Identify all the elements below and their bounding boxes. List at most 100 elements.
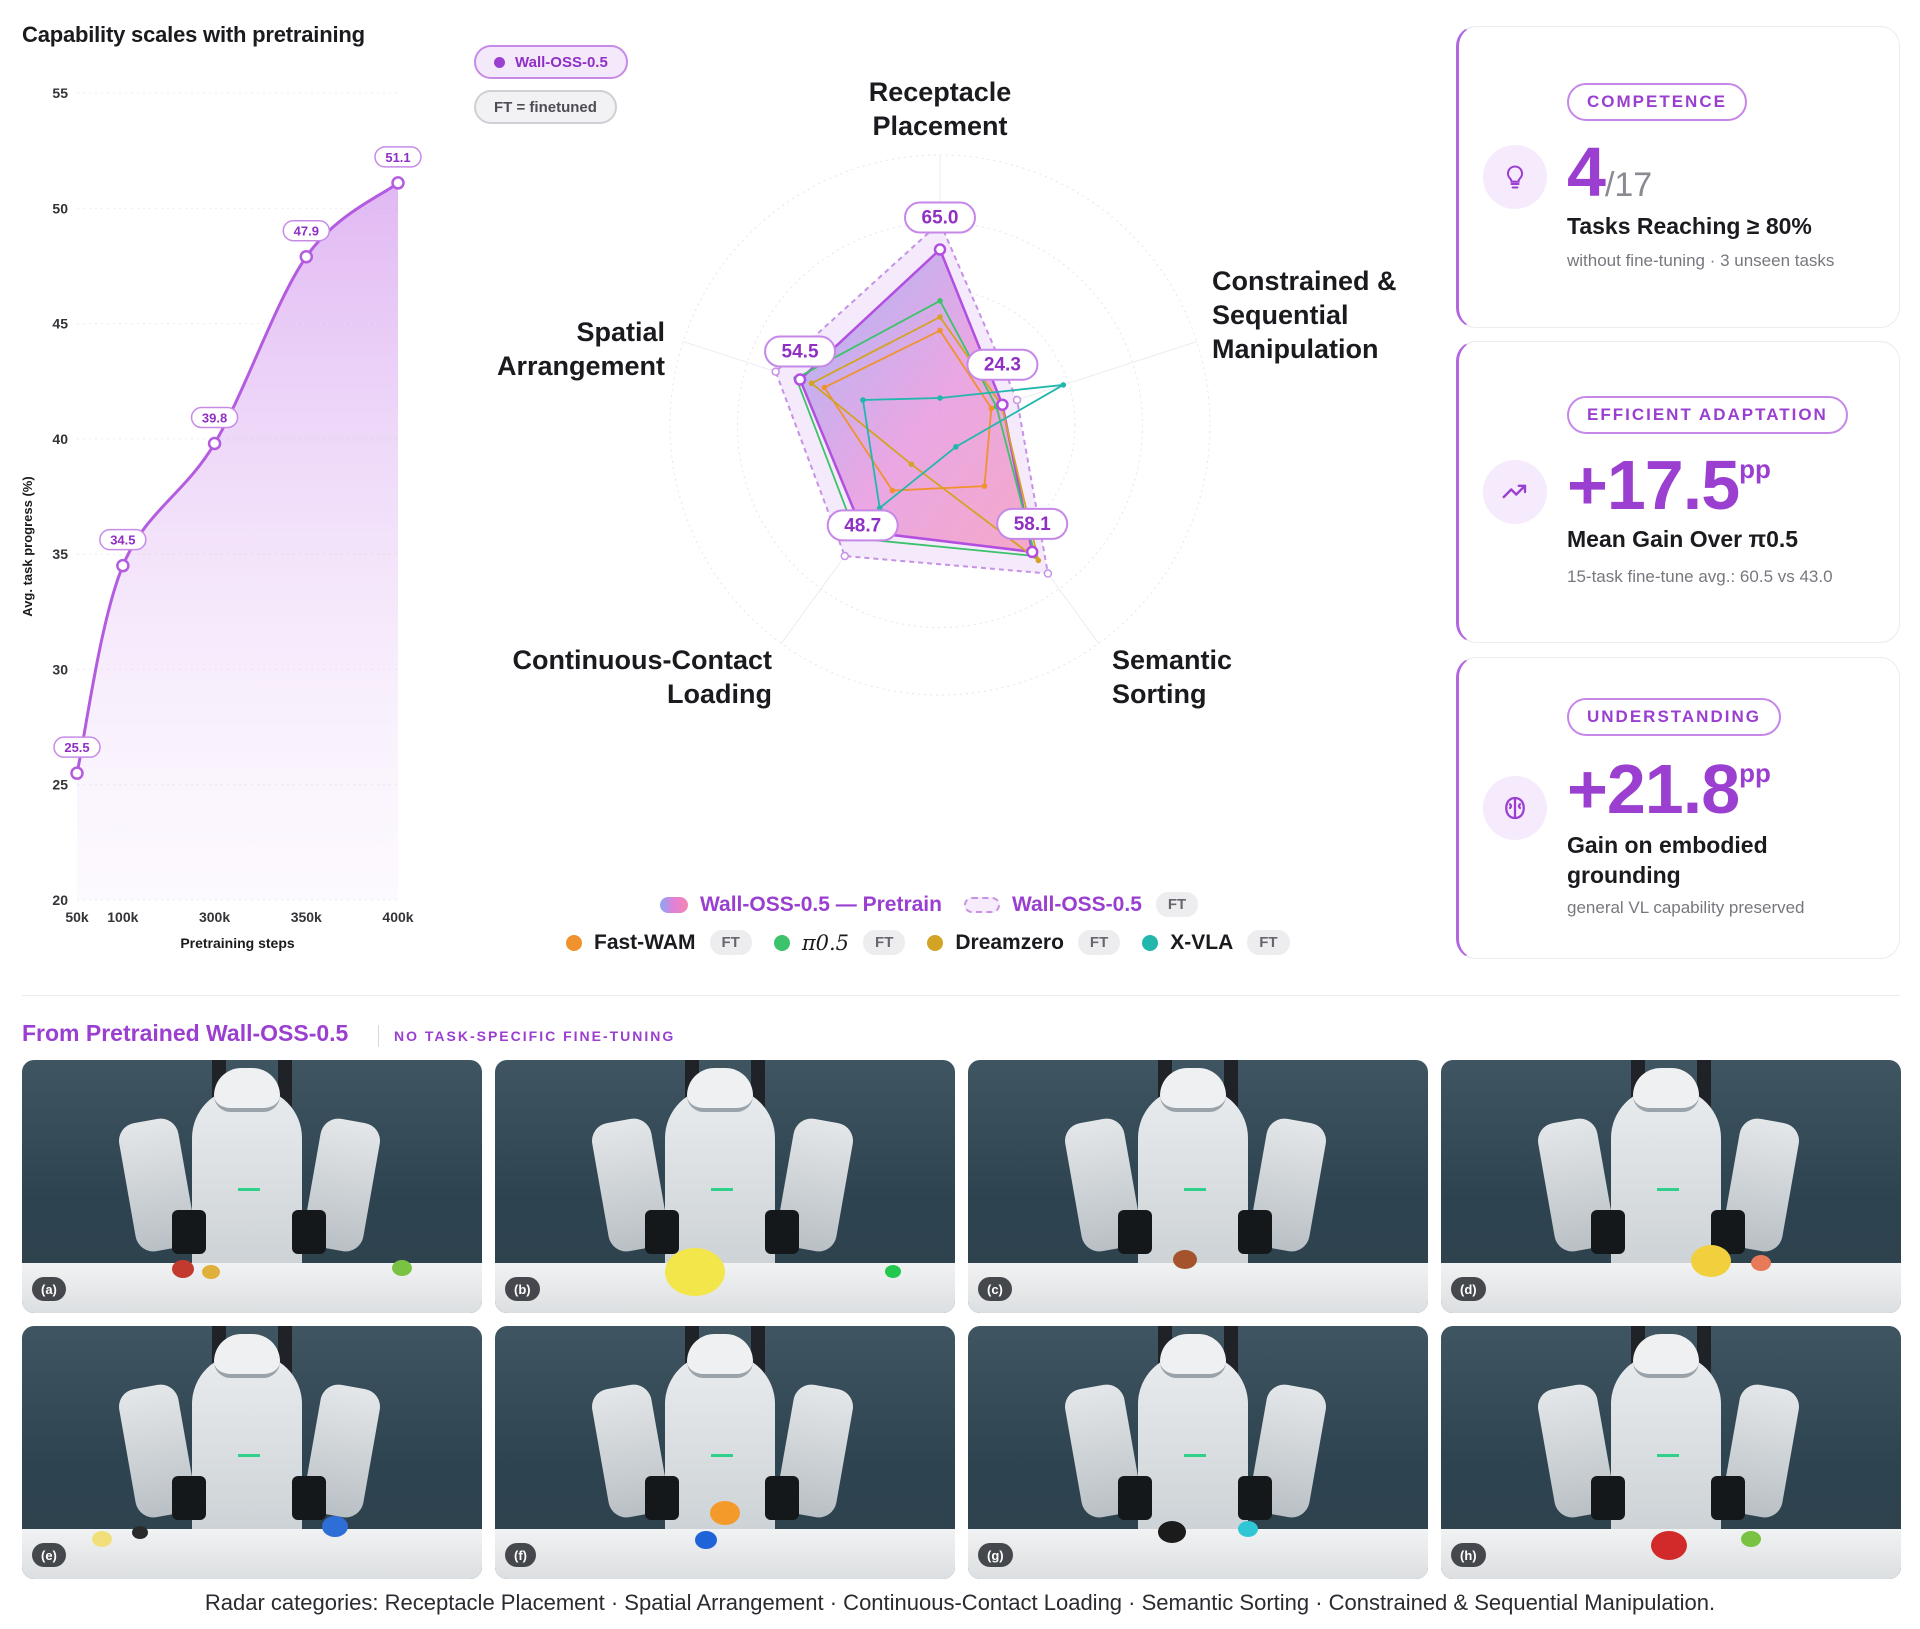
robot-led xyxy=(1184,1454,1206,1457)
task-photo: (g) xyxy=(968,1326,1428,1579)
axis-label: Receptacle Placement xyxy=(869,77,1012,141)
table-object xyxy=(1691,1245,1731,1277)
data-label-box xyxy=(282,219,331,242)
table-object xyxy=(1158,1521,1186,1543)
gripper-left xyxy=(1118,1210,1152,1254)
x-tick-label: 350k xyxy=(291,909,322,925)
series-point xyxy=(793,373,807,386)
table-object xyxy=(1741,1531,1761,1547)
robot-led xyxy=(711,1454,733,1457)
series-point xyxy=(889,487,896,494)
table-object xyxy=(132,1526,148,1539)
robot-head xyxy=(687,1068,753,1112)
table-object xyxy=(392,1260,412,1276)
table-object xyxy=(172,1260,194,1278)
robot-led xyxy=(238,1188,260,1191)
robot-head xyxy=(214,1068,280,1112)
task-photo: (a) xyxy=(22,1060,482,1313)
series-point xyxy=(937,395,943,401)
table-object xyxy=(92,1531,112,1547)
x-tick-label: 400k xyxy=(382,909,413,925)
series-point xyxy=(821,384,828,391)
photo-label: (d) xyxy=(1451,1277,1486,1301)
photo-label: (b) xyxy=(505,1277,540,1301)
task-photo: (f) xyxy=(495,1326,955,1579)
understanding-label: Gain on embodied grounding xyxy=(1567,832,1768,888)
table-object xyxy=(710,1501,740,1525)
green-dot-icon xyxy=(773,934,790,951)
understanding-note: general VL capability preserved xyxy=(1567,898,1805,917)
table-surface xyxy=(22,1263,482,1313)
legend-item-wall-ft: Wall-OSS-0.5 FT xyxy=(963,892,1199,917)
value-label: 65.0 xyxy=(922,208,959,229)
y-tick-label: 45 xyxy=(52,316,68,332)
gold-dot-icon xyxy=(927,934,944,951)
axis-label: Semantic Sorting xyxy=(1112,645,1232,709)
series-point xyxy=(953,444,959,450)
table-object xyxy=(202,1265,220,1279)
task-photo: (h) xyxy=(1441,1326,1901,1579)
ft-tag: FT xyxy=(1077,930,1121,955)
gripper-right xyxy=(1238,1210,1272,1254)
card-tag: COMPETENCE xyxy=(1567,83,1747,121)
axis-label: Spatial Arrangement xyxy=(497,317,665,381)
radar-chart: 65.0 24.3 58.1 48.7 54.5 Receptacle Placement C… xyxy=(497,77,1397,709)
legend-item-pi05: π0.5 FT xyxy=(773,930,906,955)
competence-label: Tasks Reaching ≥ 80% xyxy=(1567,213,1812,239)
data-label: 39.8 xyxy=(202,410,227,425)
data-label: 51.1 xyxy=(385,150,410,165)
competence-value: 4/17 xyxy=(1567,133,1653,211)
series-fast-wam xyxy=(823,329,993,492)
robot-led xyxy=(238,1454,260,1457)
line-chart: 20 25 30 35 40 45 50 55 50k 100k 300k 350k 400k Pretr… xyxy=(20,85,422,951)
series-point xyxy=(1012,395,1022,405)
table-object xyxy=(1651,1531,1687,1560)
data-point xyxy=(70,766,84,780)
legend-row-2: Fast-WAM FT π0.5 FT Dreamzero FT X-VLA F… xyxy=(566,930,1312,955)
value-label-box xyxy=(904,201,976,234)
gripper-right xyxy=(292,1210,326,1254)
robot-head xyxy=(1160,1334,1226,1378)
legend-label: Wall-OSS-0.5 — Pretrain xyxy=(700,892,942,916)
model-pill: Wall-OSS-0.5 xyxy=(474,45,628,79)
robot-head xyxy=(1160,1068,1226,1112)
series-point xyxy=(981,483,988,489)
legend-label: Fast-WAM xyxy=(594,930,696,954)
model-pill-label: Wall-OSS-0.5 xyxy=(515,53,608,71)
data-point xyxy=(207,436,222,451)
competence-card: COMPETENCE 4/17 Tasks Reaching ≥ 80% wit… xyxy=(1456,26,1900,328)
table-object xyxy=(885,1265,901,1278)
lightbulb-icon xyxy=(1483,145,1547,209)
legend-item-fast-wam: Fast-WAM FT xyxy=(566,930,752,955)
y-axis-label: Avg. task progress (%) xyxy=(20,476,35,616)
series-point xyxy=(771,367,780,376)
adaptation-value: +17.5pp xyxy=(1567,446,1771,524)
gallery-title: From Pretrained Wall-OSS-0.5 xyxy=(22,1020,349,1046)
gripper-left xyxy=(1591,1476,1625,1520)
brain-icon xyxy=(1483,776,1547,840)
value-label: 58.1 xyxy=(1014,514,1051,535)
ft-tag: FT xyxy=(863,930,906,955)
series-x-vla xyxy=(861,384,1064,510)
series-point xyxy=(937,314,943,320)
gripper-right xyxy=(292,1476,326,1520)
y-tick-label: 25 xyxy=(52,777,68,793)
section-divider xyxy=(22,995,1900,996)
series-point xyxy=(933,243,947,256)
teal-dot-icon xyxy=(1142,934,1159,951)
photo-label: (g) xyxy=(978,1543,1013,1567)
series-dreamzero xyxy=(809,315,1040,563)
table-surface xyxy=(968,1263,1428,1313)
series-point xyxy=(996,398,1009,411)
x-tick-label: 100k xyxy=(107,909,138,925)
adaptation-note: 15-task fine-tune avg.: 60.5 vs 43.0 xyxy=(1567,567,1833,586)
robot-head xyxy=(687,1334,753,1378)
gripper-left xyxy=(645,1476,679,1520)
trending-up-icon xyxy=(1483,460,1547,524)
series-point xyxy=(840,551,850,561)
robot-head xyxy=(214,1334,280,1378)
series-point xyxy=(937,298,943,304)
orange-dot-icon xyxy=(566,934,582,951)
gripper-left xyxy=(172,1476,206,1520)
gripper-left xyxy=(645,1210,679,1254)
